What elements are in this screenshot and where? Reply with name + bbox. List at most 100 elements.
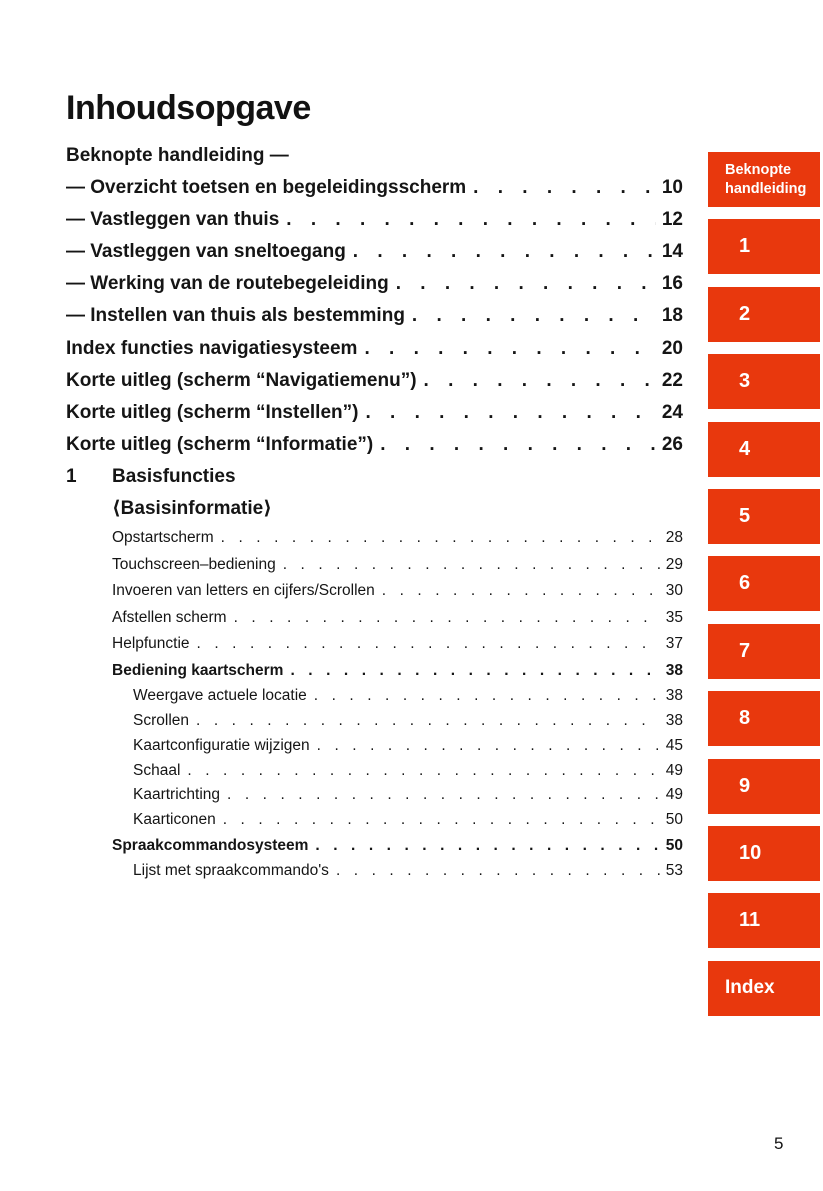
toc-entry-page: 38 [665,661,683,679]
toc-entry-label: Helpfunctie [112,635,190,653]
toc-leader-dots [473,172,656,204]
toc-entry: Korte uitleg (scherm “Informatie”) 26 [66,429,683,461]
toc-leader-dots [290,658,659,685]
chapter-tab-label: Index [725,977,775,999]
toc-entry-label: — Werking van de routebegeleiding [66,273,389,295]
toc-entry-page: 24 [661,401,683,423]
chapter-tab-8: 8 [708,691,820,747]
toc-entry-page: 28 [665,529,683,547]
toc-entry-page: 14 [661,241,683,263]
toc-entry-label: — Overzicht toetsen en begeleidingsscher… [66,177,467,199]
toc-entry: — Instellen van thuis als bestemming 18 [66,300,683,332]
toc-leader-dots [396,268,656,300]
toc-leader-dots [197,631,660,658]
toc-entry-label: Afstellen scherm [112,608,227,626]
toc-entry-label: Korte uitleg (scherm “Instellen”) [66,401,359,423]
toc-entry-page: 29 [665,555,683,573]
toc-entry: ⟨Basisinformatie⟩ [66,493,683,525]
chapter-tab-label: 8 [739,707,751,730]
chapter-tab-label: 5 [739,504,751,527]
toc-entry-page: 12 [661,209,683,231]
toc-entry-page: 18 [661,305,683,327]
chapter-tab-label: 9 [739,774,751,797]
toc-entry-page: 53 [665,862,683,880]
table-of-contents: Beknopte handleiding — — Overzicht toetse… [66,140,683,884]
toc-entry-label: Index functies navigatiesysteem [66,337,358,359]
toc-leader-dots [353,236,656,268]
toc-entry-label: Lijst met spraakcommando's [133,862,329,880]
toc-entry-page: 35 [665,608,683,626]
toc-entry-label: Kaartconfiguratie wijzigen [133,736,310,754]
toc-entry: — Overzicht toetsen en begeleidingsscher… [66,172,683,204]
chapter-tab-6: 6 [708,556,820,612]
toc-entry-label: Scrollen [133,711,189,729]
chapter-tab-label: 7 [739,639,751,662]
toc-leader-dots [382,578,660,605]
toc-entry-page: 49 [665,786,683,804]
toc-entry: Bediening kaartscherm 38 [66,658,683,685]
toc-entry-label: Invoeren van letters en cijfers/Scrollen [112,582,375,600]
toc-leader-dots [380,429,656,461]
toc-entry: Kaartrichting 49 [66,783,683,808]
toc-entry-page: 50 [665,836,683,854]
toc-entry: Korte uitleg (scherm “Instellen”) 24 [66,397,683,429]
toc-entry: Schaal 49 [66,759,683,784]
toc-entry-page: 26 [661,433,683,455]
toc-entry-label: ⟨Basisinformatie⟩ [112,498,272,520]
page-number: 5 [774,1134,784,1153]
toc-entry: 1 Basisfuncties [66,461,683,493]
toc-entry: Weergave actuele locatie 38 [66,684,683,709]
toc-leader-dots [196,709,660,734]
toc-entry-chapter-number: 1 [66,465,77,487]
toc-leader-dots [364,333,655,365]
toc-entry-page: 37 [665,635,683,653]
toc-entry-page: 49 [665,761,683,779]
chapter-tab-2: 2 [708,286,820,342]
toc-leader-dots [221,525,660,552]
toc-entry-label: Touchscreen–bediening [112,555,276,573]
toc-entry: Korte uitleg (scherm “Navigatiemenu”) 22 [66,365,683,397]
chapter-tab-10: 10 [708,825,820,881]
toc-entry: — Vastleggen van sneltoegang 14 [66,236,683,268]
toc-entry-page: 30 [665,582,683,600]
chapter-tab-label: 6 [739,572,751,595]
toc-entry-page: 22 [661,369,683,391]
toc-entry: — Werking van de routebegeleiding 16 [66,268,683,300]
chapter-tab-label: Beknopte handleiding [725,161,807,197]
chapter-tab-3: 3 [708,354,820,410]
toc-leader-dots [315,833,659,860]
chapter-tab-11: 11 [708,893,820,949]
chapter-tab-9: 9 [708,758,820,814]
toc-leader-dots [283,552,660,579]
chapter-tab-5: 5 [708,488,820,544]
toc-entry-label: Kaarticonen [133,811,216,829]
toc-entry: Beknopte handleiding — [66,140,683,172]
page-title: Inhoudsopgave [66,89,311,127]
toc-entry-label: Korte uitleg (scherm “Navigatiemenu”) [66,369,417,391]
toc-entry: — Vastleggen van thuis 12 [66,204,683,236]
toc-entry-label: Opstartscherm [112,529,214,547]
toc-entry: Opstartscherm 28 [66,525,683,552]
chapter-tab-beknopte-handleiding: Beknopte handleiding [708,152,820,207]
chapter-tab-index: Index [708,960,820,1016]
toc-entry: Helpfunctie 37 [66,631,683,658]
toc-leader-dots [317,734,660,759]
toc-entry-page: 45 [665,736,683,754]
chapter-tab-label: 11 [739,909,761,932]
chapter-tab-7: 7 [708,623,820,679]
toc-entry-label: — Instellen van thuis als bestemming [66,305,405,327]
toc-entry: Lijst met spraakcommando's 53 [66,859,683,884]
toc-leader-dots [412,300,656,332]
toc-leader-dots [234,605,660,632]
toc-entry-page: 50 [665,811,683,829]
chapter-tab-4: 4 [708,421,820,477]
toc-leader-dots [223,808,660,833]
toc-entry-page: 38 [665,687,683,705]
chapter-tab-label: 4 [739,437,751,460]
toc-entry-label: Korte uitleg (scherm “Informatie”) [66,433,374,455]
toc-leader-dots [227,783,660,808]
toc-leader-dots [314,684,660,709]
toc-entry: Touchscreen–bediening 29 [66,552,683,579]
toc-entry: Spraakcommandosysteem 50 [66,833,683,860]
chapter-tab-label: 3 [739,370,751,393]
